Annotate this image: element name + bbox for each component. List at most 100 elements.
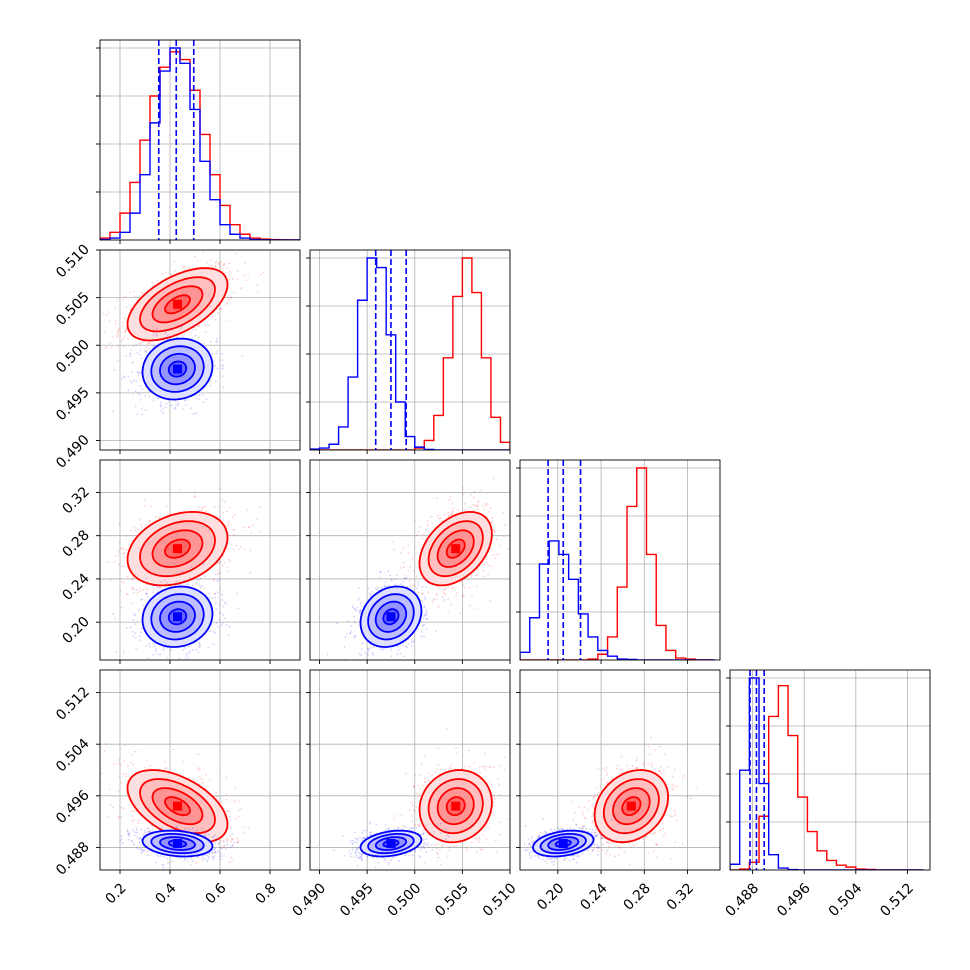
scatter-point [205,510,208,513]
scatter-point [121,378,123,380]
scatter-point [211,353,214,355]
scatter-point [118,775,121,778]
scatter-point [227,520,230,523]
scatter-point [242,526,245,528]
scatter-point [426,617,429,620]
scatter-point [144,499,146,502]
scatter-point [422,624,424,627]
scatter-point [153,588,155,591]
scatter-point [118,817,120,819]
scatter-point [259,531,261,533]
scatter-point [437,606,440,608]
scatter-point [403,577,406,580]
scatter-point [87,773,89,775]
scatter-point [204,505,206,508]
scatter-point [230,856,233,859]
scatter-point [390,578,393,581]
scatter-point [187,583,190,586]
scatter-point [173,407,176,410]
scatter-point [104,347,107,350]
scatter-point [192,413,195,416]
scatter-point [228,262,231,265]
scatter-point [425,611,428,614]
scatter-point [219,266,222,268]
scatter-point [455,595,458,597]
scatter-point [491,516,494,519]
scatter-point [471,504,474,506]
scatter-point [122,345,125,348]
scatter-point [126,575,129,578]
scatter-point [133,290,136,293]
scatter-point [136,591,139,594]
y-tick-label: 0.505 [53,289,93,329]
scatter-point [194,495,197,498]
scatter-point [141,341,144,343]
scatter-point [151,345,154,348]
scatter-point [365,668,367,670]
scatter-point [406,646,408,649]
scatter-point [199,778,202,780]
scatter-point [390,580,393,582]
scatter-point [122,338,125,341]
scatter-point [423,578,426,581]
scatter-point [351,604,354,607]
scatter-point [447,611,449,614]
scatter-point [493,530,496,532]
scatter-point [205,773,207,776]
panel-content [87,670,300,870]
scatter-point [121,548,124,551]
scatter-point [117,344,119,347]
scatter-point [231,844,234,847]
scatter-point [232,548,235,551]
scatter-point [187,580,189,583]
scatter-point [355,609,358,612]
scatter-point [455,592,458,595]
scatter-point [432,599,435,601]
scatter-point [138,635,141,638]
scatter-point [132,577,134,580]
panel-frame [99,459,301,661]
scatter-point [117,329,120,332]
density-peak [173,612,182,622]
scatter-point [223,617,226,620]
scatter-point [146,657,149,660]
scatter-point [384,581,387,584]
scatter-point [489,549,491,551]
scatter-point [228,273,231,276]
scatter-point [256,291,259,293]
scatter-point [345,633,348,636]
scatter-point [207,646,210,649]
scatter-point [239,244,241,246]
scatter-point [227,559,230,561]
scatter-point [118,541,121,544]
scatter-point [211,597,214,599]
scatter-point [227,570,230,573]
scatter-point [483,563,485,566]
scatter-point [194,256,197,258]
scatter-point [132,592,135,594]
scatter-point [185,654,188,657]
scatter-point [476,573,478,576]
scatter-point [149,520,151,522]
scatter-point [203,342,205,345]
scatter-point [219,561,222,564]
scatter-point [463,586,466,589]
scatter-point [193,327,196,329]
scatter-point [371,591,374,593]
scatter-point [372,652,374,654]
scatter-point [222,386,225,389]
scatter-point [221,268,224,270]
scatter-point [190,566,193,569]
scatter-point [226,842,228,844]
scatter-point [223,561,226,564]
scatter-point [336,622,338,625]
scatter-point [104,743,107,745]
scatter-point [167,575,170,578]
scatter-point [139,353,141,356]
scatter-point [149,505,152,508]
scatter-point [473,490,476,493]
scatter-point [228,298,230,301]
panel-content [520,460,720,660]
scatter-point [448,498,451,501]
scatter-point [113,369,116,372]
